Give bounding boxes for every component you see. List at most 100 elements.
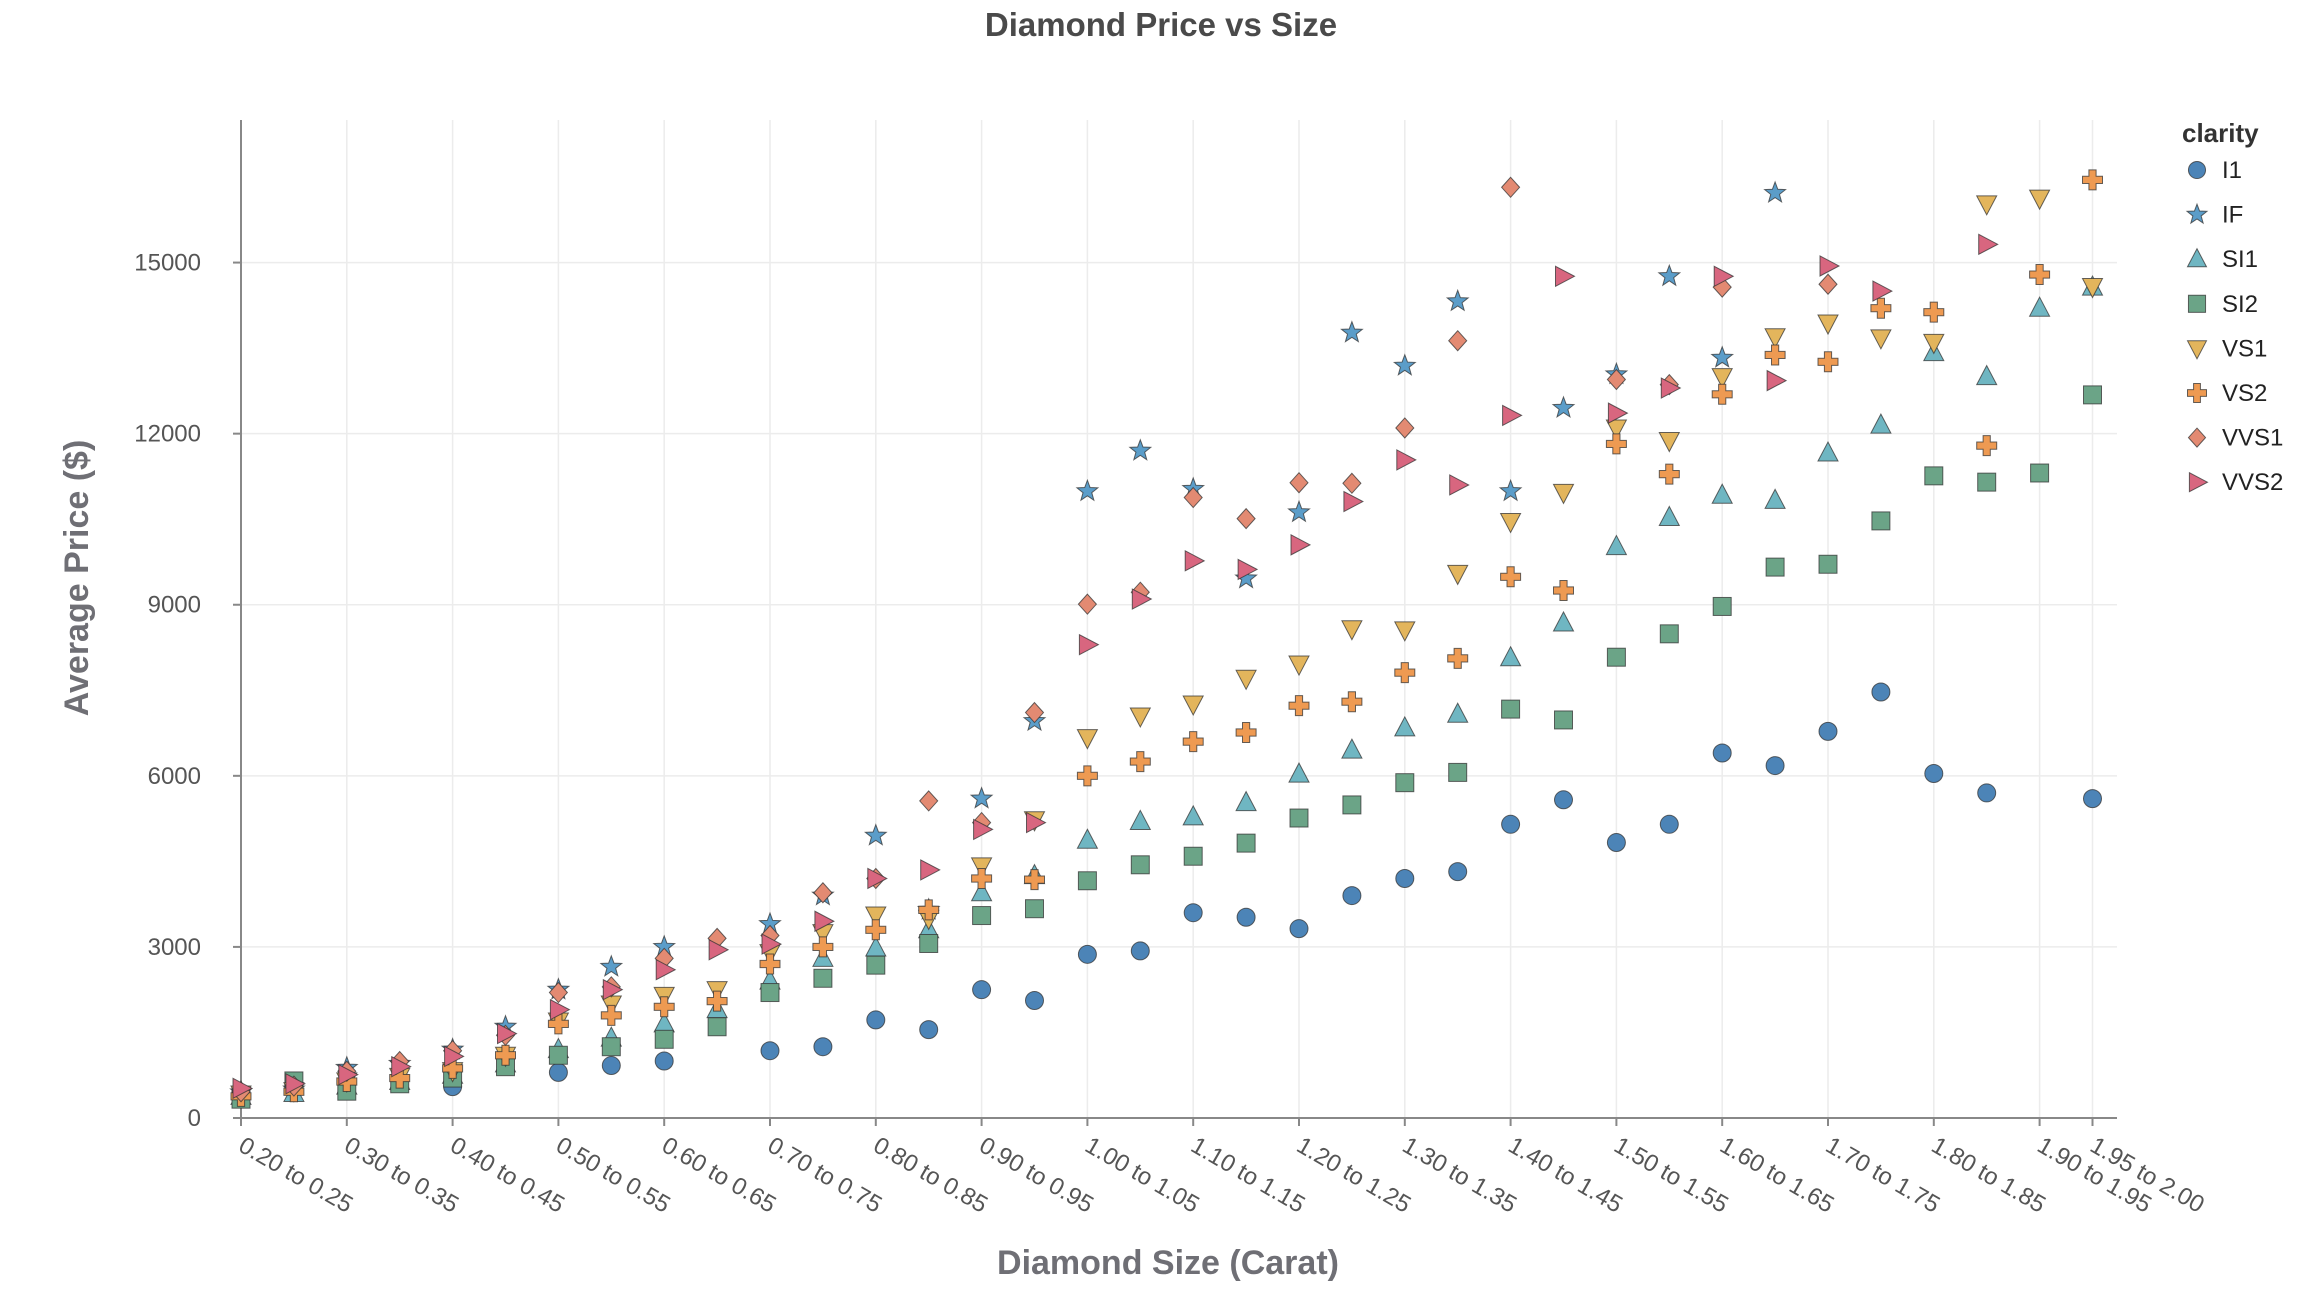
- point-si2: [1977, 472, 1997, 492]
- point-si2: [601, 1037, 621, 1057]
- point-vvs1: [919, 790, 939, 812]
- point-si2: [972, 906, 992, 926]
- point-si1: [1446, 702, 1469, 723]
- x-tick-label: 0.30 to 0.35: [340, 1132, 463, 1219]
- legend-item-vvs1[interactable]: VVS1: [2187, 425, 2283, 452]
- point-si1: [1499, 645, 1522, 667]
- point-vvs2: [708, 938, 730, 961]
- point-si1: [1975, 364, 1998, 386]
- legend-item-i1[interactable]: I1: [2187, 157, 2242, 184]
- point-i1: [813, 1037, 833, 1057]
- legend-label: I1: [2222, 157, 2242, 184]
- point-vvs1: [1342, 472, 1362, 495]
- point-vs2: [2029, 264, 2051, 286]
- point-i1: [2083, 789, 2102, 809]
- point-i1: [1924, 764, 1944, 784]
- point-si2: [2083, 385, 2102, 405]
- point-vs1: [2081, 278, 2104, 299]
- point-vvs1: [548, 981, 569, 1004]
- legend-item-si1[interactable]: SI1: [2186, 246, 2259, 273]
- series-vvs1: [231, 176, 1838, 1103]
- point-i1: [1183, 903, 1203, 923]
- point-if: [1763, 180, 1787, 204]
- legend-label: VS1: [2222, 335, 2267, 362]
- x-tick-label: 1.30 to 1.35: [1398, 1132, 1521, 1219]
- point-i1: [1025, 991, 1044, 1011]
- point-vvs1: [813, 881, 833, 904]
- point-vvs2: [232, 1077, 254, 1100]
- point-si2: [1077, 871, 1097, 891]
- point-si1: [2028, 296, 2051, 317]
- point-vvs2: [1713, 265, 1735, 288]
- point-i1: [1077, 944, 1097, 964]
- point-si2: [1818, 554, 1838, 574]
- legend-item-vs2[interactable]: VS2: [2187, 380, 2268, 407]
- point-vvs1: [1606, 368, 1627, 391]
- x-tick-label: 1.20 to 1.25: [1292, 1132, 1415, 1219]
- point-vs1: [1764, 328, 1786, 349]
- legend-label: SI1: [2222, 246, 2258, 273]
- x-tick-label: 1.60 to 1.65: [1715, 1132, 1838, 1219]
- x-tick-label: 0.60 to 0.65: [657, 1132, 780, 1219]
- point-vs2: [389, 1067, 411, 1089]
- point-vs2: [1288, 695, 1310, 717]
- series-if: [229, 180, 1787, 1103]
- point-vs2: [1341, 691, 1363, 713]
- x-tick-label: 0.70 to 0.75: [763, 1132, 886, 1219]
- point-si2: [1236, 833, 1256, 853]
- point-if: [1498, 478, 1523, 502]
- legend-symbol-vvs2: [2188, 471, 2209, 493]
- point-if: [1287, 499, 1311, 523]
- point-i1: [760, 1041, 780, 1061]
- point-vvs2: [497, 1022, 518, 1045]
- point-si1: [1288, 762, 1310, 783]
- legend-item-vs1[interactable]: VS1: [2186, 335, 2268, 362]
- point-vs2: [1182, 731, 1204, 753]
- point-i1: [1501, 814, 1521, 834]
- point-vs2: [1817, 351, 1839, 373]
- point-vs2: [1129, 751, 1151, 773]
- x-tick-label: 1.80 to 1.85: [1927, 1132, 2050, 1219]
- point-vs1: [1288, 655, 1310, 677]
- point-vs2: [1553, 579, 1574, 601]
- point-vvs2: [814, 910, 835, 933]
- point-if: [1657, 263, 1682, 287]
- point-if: [1551, 395, 1576, 419]
- point-i1: [1395, 868, 1415, 888]
- point-vs2: [865, 919, 887, 941]
- point-si2: [2030, 463, 2050, 483]
- point-vs2: [1711, 383, 1733, 405]
- legend-item-vvs2[interactable]: VVS2: [2188, 469, 2283, 496]
- point-vvs2: [1184, 550, 1206, 572]
- point-si2: [813, 968, 833, 988]
- y-axis-ticks: 0 3000 6000 9000 12000 15000: [134, 250, 241, 1132]
- point-si1: [1129, 809, 1152, 830]
- point-si1: [1552, 610, 1575, 632]
- point-vs2: [600, 1004, 622, 1026]
- point-vvs2: [1343, 490, 1364, 513]
- point-i1: [654, 1051, 674, 1071]
- legend-label: VVS1: [2222, 425, 2283, 452]
- point-vvs2: [1026, 811, 1047, 834]
- point-vs1: [1235, 669, 1257, 691]
- legend-item-si2[interactable]: SI2: [2187, 291, 2258, 318]
- point-vs1: [1393, 621, 1416, 642]
- point-vs1: [1182, 695, 1205, 717]
- legend: clarity I1 IF SI1 SI2 VS1 VS2 VVS1 VVS2: [2182, 118, 2283, 496]
- point-vs2: [812, 936, 834, 958]
- point-vvs2: [602, 978, 624, 1001]
- point-vs2: [1923, 301, 1945, 323]
- point-if: [1445, 288, 1470, 312]
- point-vvs2: [1078, 633, 1100, 656]
- point-vs2: [759, 953, 781, 975]
- point-vs1: [1711, 368, 1734, 389]
- point-vvs2: [1766, 369, 1788, 392]
- legend-item-if[interactable]: IF: [2185, 202, 2243, 229]
- grid: [240, 120, 2117, 1118]
- point-vs2: [1024, 869, 1045, 891]
- point-i1: [1554, 790, 1573, 810]
- point-i1: [1659, 814, 1679, 834]
- point-si2: [1183, 846, 1203, 866]
- point-vvs1: [1818, 273, 1838, 295]
- point-i1: [601, 1056, 621, 1076]
